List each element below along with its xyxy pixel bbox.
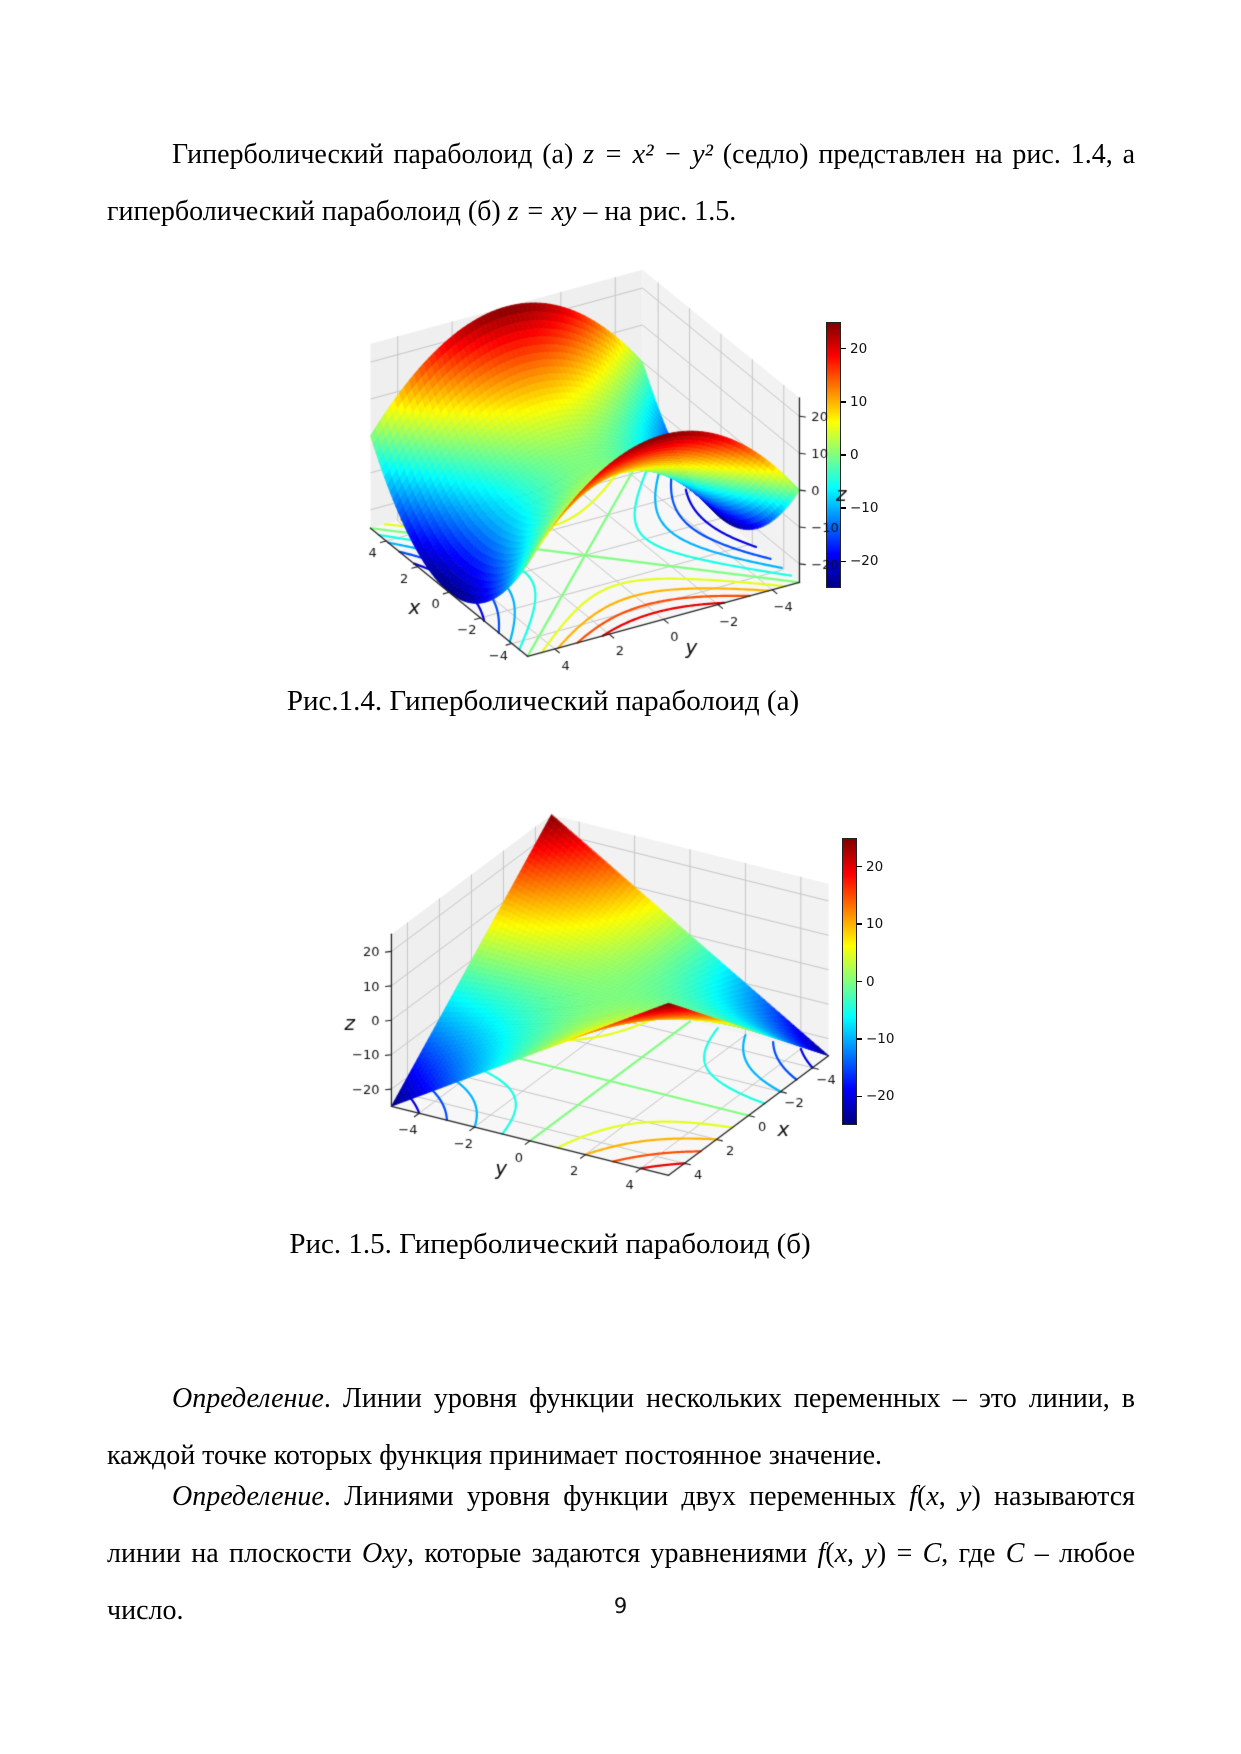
- intro-paragraph: Гиперболический параболоид (а) z = x² − …: [107, 139, 1135, 227]
- figure-1-5-caption: Рис. 1.5. Гиперболический параболоид (б): [289, 1228, 811, 1260]
- definition-1-paragraph: Определение. Линии уровня функции нескол…: [107, 1383, 1135, 1471]
- figure-1-5-surface-plot: [280, 770, 855, 1200]
- figure-1-4-surface-plot: [315, 225, 855, 705]
- page-number: 9: [613, 1594, 628, 1618]
- definition-2-paragraph: Определение. Линиями уровня функции двух…: [107, 1481, 1136, 1626]
